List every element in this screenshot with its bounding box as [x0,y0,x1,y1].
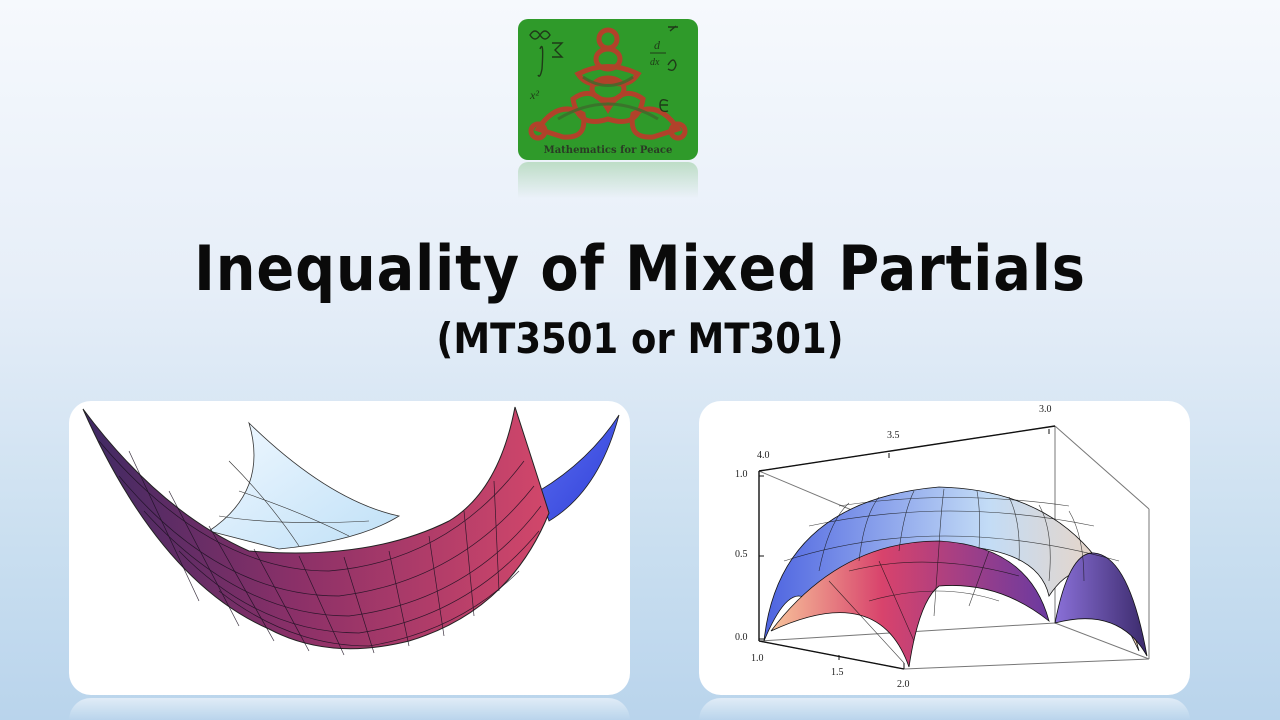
dome-surface-figure: 1.0 0.5 0.0 1.0 1.5 2.0 4.0 3.5 3.0 [699,401,1190,695]
x-tick-1-5: 1.5 [831,667,844,678]
z-tick-0-0: 0.0 [735,632,748,643]
parabolic-surface-figure [69,401,630,695]
y-tick-3-0: 3.0 [1039,404,1052,415]
d-dx-symbol: d [654,38,661,52]
slide-title: Inequality of Mixed Partials [194,232,1086,305]
knot-emblem-icon: d dx x² [528,25,688,141]
saddle-surface-plot [82,406,620,656]
y-tick-3-5: 3.5 [887,430,900,441]
right-figure-reflection [699,698,1190,720]
z-tick-1-0: 1.0 [735,469,748,480]
left-figure-reflection [69,698,630,720]
y-tick-4-0: 4.0 [757,450,770,461]
x-tick-1-0: 1.0 [751,653,764,664]
mathematics-for-peace-logo: d dx x² Mathematics for Peace [518,19,698,160]
logo-caption: Mathematics for Peace [543,145,673,156]
x-tick-2-0: 2.0 [897,679,910,690]
svg-text:dx: dx [650,57,660,68]
dome-surface-plot [758,425,1150,670]
logo-reflection [518,162,698,198]
slide-subtitle: (MT3501 or MT301) [436,314,844,363]
svg-text:x²: x² [529,88,539,102]
z-tick-0-5: 0.5 [735,549,748,560]
